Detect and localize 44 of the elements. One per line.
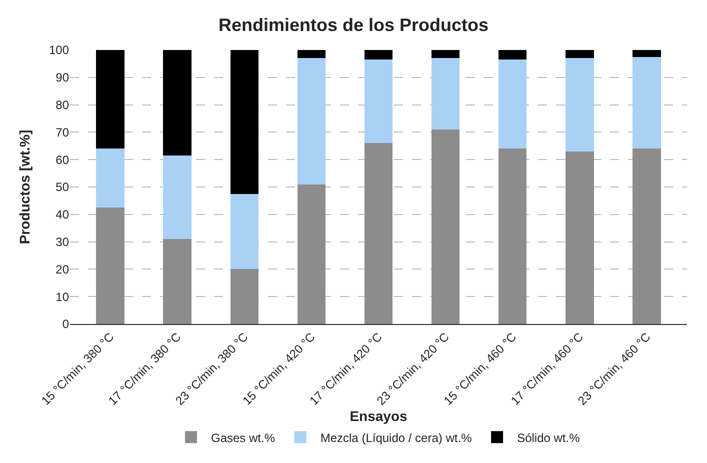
bar: [96, 208, 124, 324]
bar: [163, 50, 192, 156]
bar: [364, 143, 393, 324]
y-tick-label: 50: [56, 180, 70, 194]
bar: [431, 129, 460, 324]
bar: [163, 155, 192, 240]
bar: [498, 60, 527, 149]
bar: [498, 50, 527, 60]
bar: [566, 58, 594, 152]
bar: [163, 239, 192, 324]
x-axis-title: Ensayos: [350, 408, 408, 424]
bar: [364, 50, 393, 60]
chart-title: Rendimientos de los Productos: [218, 15, 489, 36]
bar: [230, 50, 258, 194]
bar: [364, 60, 393, 144]
bar: [566, 151, 594, 324]
bar: [632, 50, 661, 57]
bar: [498, 148, 527, 324]
bar: [431, 58, 460, 130]
y-tick-label: 40: [56, 208, 70, 222]
y-axis-title: Productos [wt.%]: [16, 130, 33, 244]
bar: [96, 148, 124, 208]
bar: [230, 194, 258, 270]
y-tick-label: 0: [62, 317, 70, 332]
y-tick-label: 100: [48, 43, 70, 58]
bar: [96, 50, 124, 149]
legend-label: Sólido wt.%: [517, 430, 580, 445]
bar: [297, 58, 326, 184]
y-tick-label: 70: [56, 125, 70, 140]
y-tick-label: 20: [56, 262, 70, 276]
bar: [297, 184, 326, 324]
y-tick-label: 60: [56, 152, 70, 167]
bar: [566, 50, 594, 58]
y-tick-label: 90: [56, 70, 70, 85]
legend-label: Gases wt.%: [211, 430, 276, 445]
bar: [632, 148, 661, 324]
bar: [230, 269, 258, 324]
legend-label: Mezcla (Líquido / cera) wt.%: [320, 430, 472, 445]
bar: [297, 50, 326, 58]
y-tick-label: 80: [56, 98, 70, 112]
y-tick-label: 30: [56, 235, 70, 249]
bar: [431, 50, 460, 58]
y-tick-label: 10: [56, 290, 70, 304]
bar: [632, 56, 661, 149]
